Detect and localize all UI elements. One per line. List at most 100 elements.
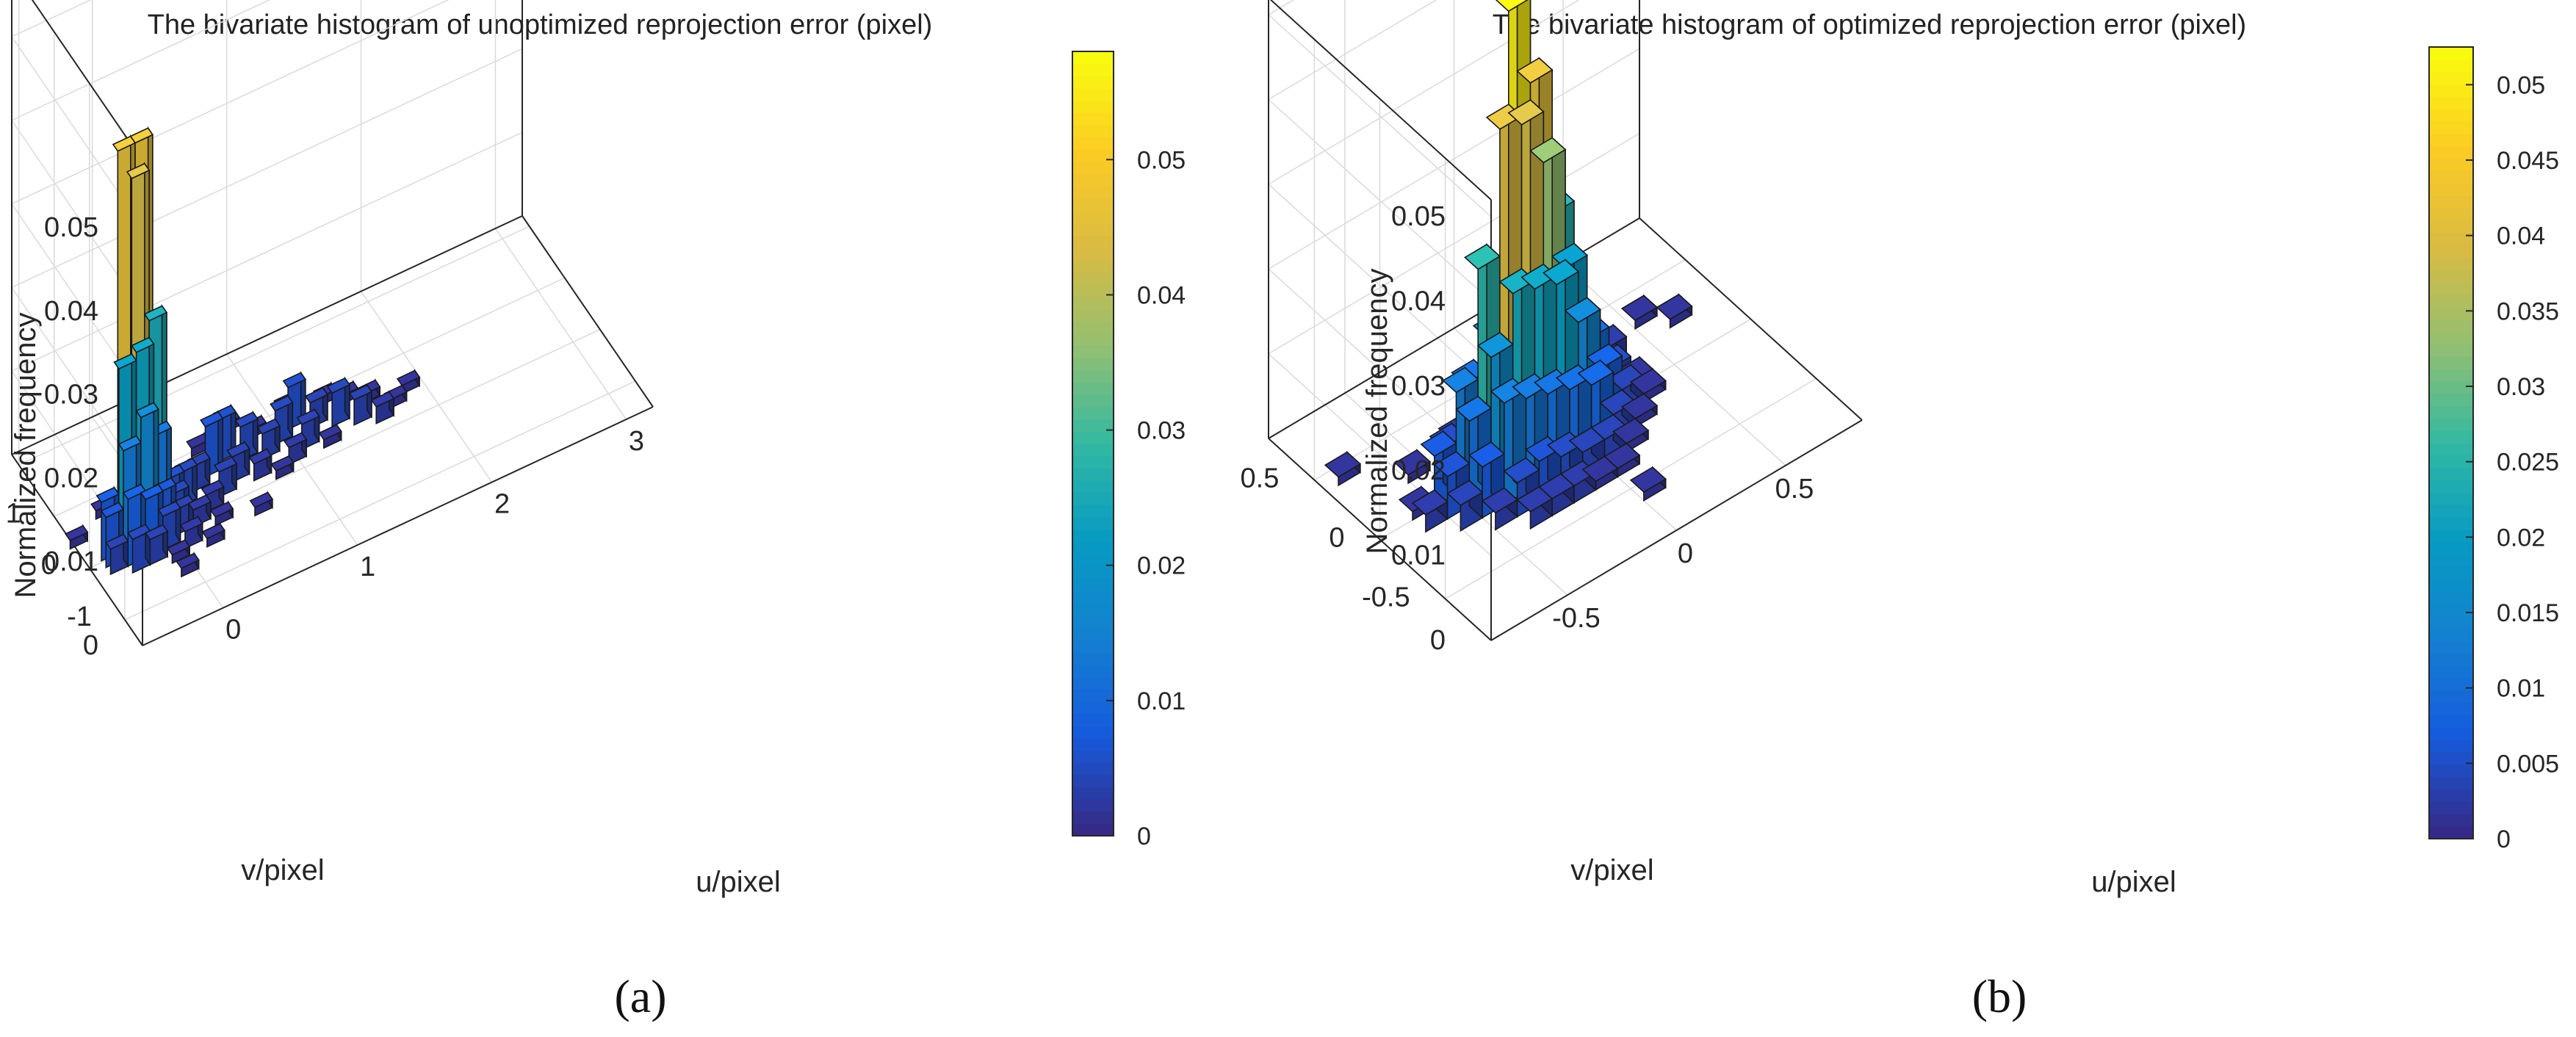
colorbar-segment (2429, 220, 2473, 234)
colorbar-segment (1072, 210, 1114, 224)
colorbar-segment (1072, 774, 1114, 787)
histogram-bar (326, 376, 351, 427)
bar-top-face (201, 522, 226, 540)
colorbar-segment (2429, 727, 2473, 740)
bar-top-face (1629, 368, 1667, 395)
colorbar-segment (1072, 725, 1114, 739)
colorbar-segment (2429, 801, 2473, 814)
panel-a-ticks: 00.010.020.030.040.05-10120123 (6, 212, 644, 661)
colorbar-segment (2429, 158, 2473, 172)
u-tick-label: 0 (1678, 538, 1693, 569)
colorbar-segment (1072, 651, 1114, 665)
bar-top-face (1620, 393, 1659, 419)
bar-top-face (1420, 430, 1457, 458)
colorbar-segment (2429, 715, 2473, 728)
colorbar-segment (2429, 245, 2473, 258)
panel-a-title: The bivariate histogram of unoptimized r… (148, 10, 933, 40)
colorbar-tick-label: 0.025 (2497, 449, 2559, 477)
colorbar-segment (1072, 468, 1114, 481)
colorbar-segment (1072, 369, 1114, 383)
left-wall-gridline (1268, 184, 1492, 387)
colorbar-segment (2429, 282, 2473, 295)
colorbar-tick-label: 0.04 (2497, 223, 2545, 250)
colorbar-segment (2429, 443, 2473, 456)
v-tick-label: 0 (1329, 523, 1344, 554)
colorbar-segment (2429, 306, 2473, 320)
colorbar-segment (2429, 368, 2473, 382)
bar-top-face (1629, 466, 1667, 493)
colorbar-tick-label: 0.03 (1137, 417, 1186, 445)
bar-top-face (186, 433, 210, 449)
colorbar-segment (2429, 752, 2473, 765)
left-wall-gridline (1268, 98, 1492, 303)
colorbar-segment (2429, 690, 2473, 704)
colorbar-segment (1072, 296, 1114, 310)
axis-box-edge (142, 406, 654, 646)
colorbar-segment (1072, 554, 1114, 567)
bar-top-face (270, 455, 295, 472)
colorbar-tick-label: 0.02 (1137, 552, 1186, 580)
bar-top-face (143, 305, 168, 322)
colorbar-segment (1072, 798, 1114, 812)
bar-top-face (282, 372, 306, 389)
z-tick-label: 0.05 (1391, 201, 1446, 232)
histogram-bar (1620, 294, 1659, 330)
histogram-bar (1629, 466, 1667, 502)
bar-top-face (213, 456, 238, 473)
histogram-bar (1629, 367, 1667, 404)
bar-top-face (1433, 451, 1471, 477)
z-tick-label: 0.02 (44, 463, 98, 494)
bar-top-face (1620, 295, 1659, 322)
colorbar-segment (2429, 393, 2473, 407)
histogram-bar (249, 490, 273, 517)
colorbar-tick-label: 0.005 (2497, 750, 2559, 778)
bar-top-face (1455, 395, 1493, 422)
colorbar-segment (2429, 628, 2473, 642)
z-tick-label: 0.05 (44, 212, 98, 243)
bar-top-face (187, 494, 212, 511)
z-tick-label: 0 (83, 630, 98, 661)
back-wall-gridline (1268, 48, 1640, 270)
bar-top-face (65, 524, 89, 542)
bar-top-face (1442, 366, 1479, 394)
bar-top-face (296, 408, 320, 425)
colorbar-segment (1072, 382, 1114, 395)
histogram-bar (348, 383, 373, 426)
bar-top-face (1612, 418, 1650, 444)
back-wall-gridline (11, 131, 523, 372)
colorbar-segment (1072, 590, 1114, 604)
bar-top-face (304, 387, 329, 404)
histogram-bar (370, 390, 395, 424)
axis-box-edge (1268, 438, 1492, 641)
z-tick-label: 0.03 (1391, 371, 1446, 402)
bar-top-face (249, 491, 273, 508)
colorbar-tick-label: 0.045 (2497, 147, 2559, 175)
colorbar-segment (2429, 121, 2473, 134)
colorbar-segment (2429, 319, 2473, 332)
bar-top-face (105, 533, 129, 550)
bar-top-face (283, 432, 308, 449)
colorbar-segment (1072, 406, 1114, 420)
colorbar-segment (2429, 776, 2473, 790)
bar-top-face (126, 162, 151, 180)
bar-top-face (270, 395, 294, 412)
bar-top-face (200, 411, 224, 428)
colorbar-segment (2429, 71, 2473, 85)
bar-top-face (234, 411, 259, 428)
bar-top-face (131, 336, 155, 353)
z-tick-label: 0.02 (1391, 455, 1446, 486)
colorbar-segment (2429, 764, 2473, 778)
colorbar-segment (1072, 162, 1114, 175)
bar-top-face (1603, 442, 1641, 469)
bar-top-face (95, 486, 120, 504)
colorbar-segment (2429, 541, 2473, 555)
histogram-bar (1324, 450, 1362, 487)
colorbar-segment (1072, 198, 1114, 212)
v-tick-label: 0 (41, 550, 57, 581)
panel-a-zlabel: Normalized frequency (10, 312, 42, 598)
back-wall-gridline (1268, 0, 1580, 185)
colorbar-segment (2429, 232, 2473, 246)
bar-top-face (129, 127, 154, 144)
histogram-bar (283, 430, 308, 466)
colorbar-segment (1072, 223, 1114, 236)
